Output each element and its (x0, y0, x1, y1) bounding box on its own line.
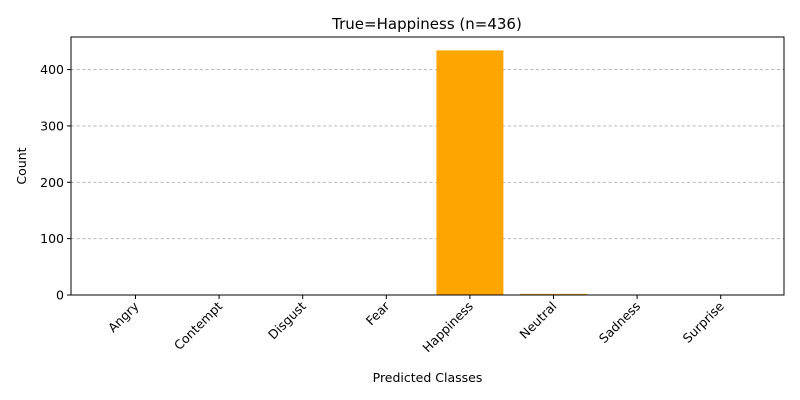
x-tick-label: Sadness (596, 299, 643, 346)
x-tick-label: Fear (363, 298, 393, 328)
x-axis-ticks: Angry Contempt Disgust Fear Happiness Neutral… (105, 295, 727, 355)
y-axis-label: Count (14, 147, 29, 184)
bar-happiness (436, 50, 504, 296)
bars (436, 50, 587, 296)
bar-neutral (520, 293, 587, 295)
x-tick-label: Contempt (171, 298, 225, 352)
y-axis-ticks: 0 100 200 300 400 (40, 62, 71, 303)
y-tick-label: 300 (40, 118, 64, 133)
y-tick-label: 100 (40, 231, 64, 246)
chart-title: True=Happiness (n=436) (331, 15, 522, 33)
x-tick-label: Happiness (419, 299, 476, 356)
x-tick-label: Disgust (265, 298, 309, 342)
x-axis-label: Predicted Classes (373, 370, 483, 385)
y-tick-label: 400 (40, 62, 64, 77)
plot-frame (70, 36, 785, 296)
x-tick-label: Neutral (516, 299, 559, 342)
y-tick-label: 200 (40, 175, 64, 190)
y-tick-label: 0 (56, 288, 64, 303)
x-tick-label: Surprise (680, 298, 727, 345)
x-tick-label: Angry (105, 298, 142, 335)
grid-lines (71, 69, 784, 240)
